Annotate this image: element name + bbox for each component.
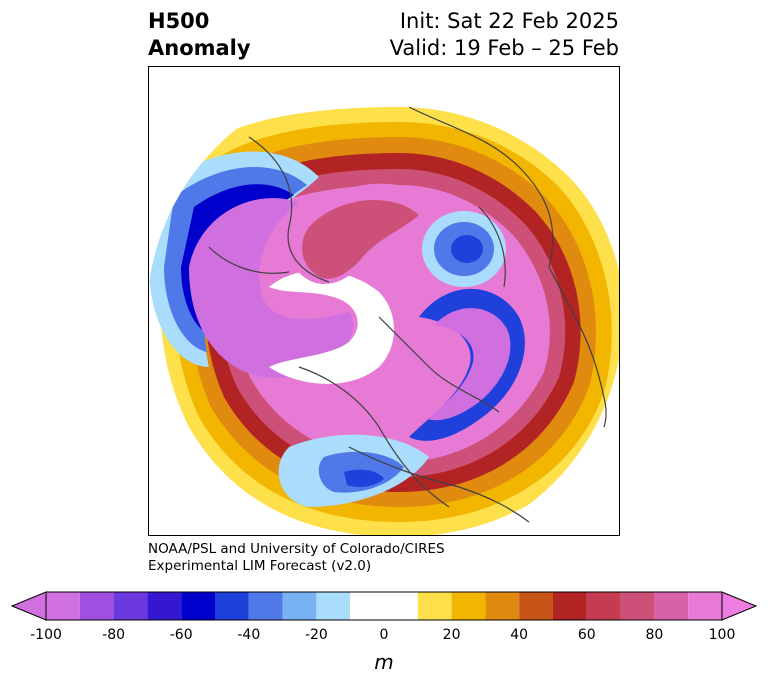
colorbar-cell (553, 592, 587, 620)
valid-range: Valid: 19 Feb – 25 Feb (389, 36, 619, 60)
colorbar-tick-label: -20 (304, 627, 328, 643)
colorbar-cell (215, 592, 249, 620)
colorbar-tick-label: -80 (102, 627, 126, 643)
colorbar-cells (46, 592, 722, 620)
anomaly-map-svg (149, 106, 619, 535)
colorbar-cell (485, 592, 520, 620)
colorbar-cell (451, 592, 486, 620)
colorbar-extend-low (10, 591, 47, 621)
colorbar-tick-label: 100 (708, 627, 736, 643)
credit-line-2: Experimental LIM Forecast (v2.0) (148, 558, 372, 574)
credit-line-1: NOAA/PSL and University of Colorado/CIRE… (148, 541, 445, 557)
colorbar-cell (79, 592, 114, 620)
title-field: Anomaly (148, 36, 251, 60)
colorbar-outline (45, 591, 723, 621)
forecast-dates: Init: Sat 22 Feb 2025 Valid: 19 Feb – 25… (390, 8, 619, 62)
chart-title: H500 Anomaly (148, 8, 251, 62)
colorbar-unit: m (374, 650, 394, 674)
init-date: Init: Sat 22 Feb 2025 (399, 9, 619, 33)
colorbar-cell (350, 592, 418, 620)
colorbar-tick-label: 80 (645, 627, 664, 643)
colorbar-tick-label: 20 (442, 627, 461, 643)
colorbar-cell (248, 592, 283, 620)
colorbar-cell (620, 592, 655, 620)
coastlines (208, 106, 607, 523)
title-variable: H500 (148, 9, 210, 33)
colorbar-tick-label: 0 (379, 627, 389, 643)
colorbar-cell (519, 592, 553, 620)
colorbar-tick-label: -100 (30, 627, 62, 643)
colorbar-cell (417, 592, 452, 620)
colorbar-cell (688, 592, 722, 620)
colorbar-extend-high (721, 591, 758, 621)
credit-text: NOAA/PSL and University of Colorado/CIRE… (148, 541, 445, 575)
colorbar-tick-label: 60 (577, 627, 596, 643)
colorbar-tick-label: -60 (169, 627, 193, 643)
colorbar-tick-label: 40 (510, 627, 529, 643)
colorbar-cell (181, 592, 215, 620)
colorbar-cell (147, 592, 182, 620)
colorbar-tick-label: -40 (237, 627, 261, 643)
colorbar-cell (654, 592, 689, 620)
colorbar-cell (282, 592, 317, 620)
colorbar (10, 591, 758, 621)
colorbar-cell (316, 592, 351, 620)
colorbar-cell (46, 592, 80, 620)
anomaly-field (149, 107, 619, 535)
colorbar-cell (586, 592, 621, 620)
polar-map (148, 66, 620, 536)
colorbar-cell (113, 592, 148, 620)
